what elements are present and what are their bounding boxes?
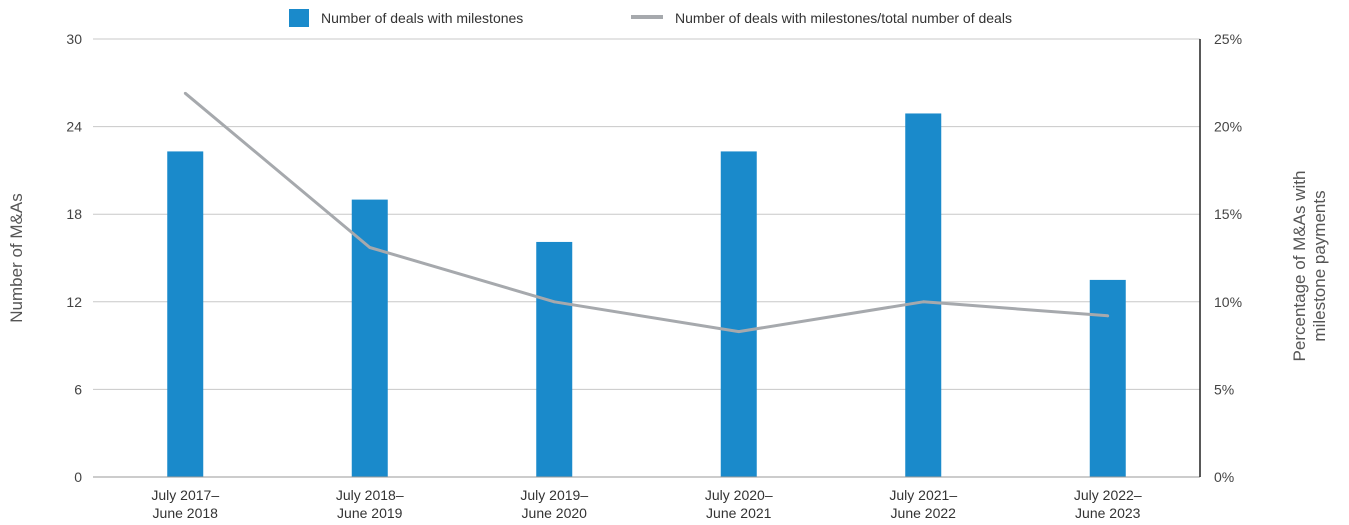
legend-swatch-bar xyxy=(289,9,309,27)
y-tick-label: 12 xyxy=(66,294,82,310)
bar xyxy=(167,151,204,478)
line-point xyxy=(183,91,187,95)
line-point xyxy=(368,246,372,249)
line-point xyxy=(737,330,741,333)
y-right-tick-label: 25% xyxy=(1214,31,1242,47)
y-tick-label: 30 xyxy=(66,31,82,47)
legend-swatch-line xyxy=(631,15,663,19)
bar-series xyxy=(167,113,1126,478)
legend-label: Number of deals with milestones xyxy=(321,10,523,26)
y-tick-label: 6 xyxy=(74,381,82,397)
bar xyxy=(720,151,757,478)
legend: Number of deals with milestones Number of… xyxy=(289,9,1012,27)
bar xyxy=(351,199,388,477)
axis-titles: Number of M&As Percentage of M&As withmil… xyxy=(7,171,1329,362)
y-right-tick-label: 15% xyxy=(1214,206,1242,222)
left-axis-ticks: 0 6 12 18 24 30 xyxy=(66,31,82,485)
y-tick-label: 0 xyxy=(74,469,82,485)
y-right-tick-label: 10% xyxy=(1214,294,1242,310)
line-point xyxy=(552,300,556,304)
bar xyxy=(1089,279,1126,477)
axes xyxy=(93,39,1201,478)
y-tick-label: 18 xyxy=(66,206,82,222)
x-tick-label: July 2017– June 2018 xyxy=(151,487,219,521)
line-point xyxy=(921,300,925,304)
bar xyxy=(905,113,942,478)
legend-label: Number of deals with milestones/total nu… xyxy=(675,10,1012,26)
gridlines xyxy=(93,38,1200,390)
x-axis-category-labels: July 2017– June 2018 July 2018– June 2019 Ju… xyxy=(151,487,1141,521)
line-series xyxy=(183,91,1110,334)
x-tick-label: July 2018– June 2019 xyxy=(336,487,404,521)
line-point xyxy=(1106,314,1110,318)
x-tick-label: July 2019– June 2020 xyxy=(520,487,588,521)
y-right-axis-title: Percentage of M&As withmilestone payment… xyxy=(1290,171,1329,362)
x-tick-label: July 2021– June 2022 xyxy=(889,487,957,521)
series-line xyxy=(184,92,1108,334)
y-right-tick-label: 0% xyxy=(1214,469,1234,485)
right-axis-ticks: 0% 5% 10% 15% 20% 25% xyxy=(1214,31,1242,485)
y-tick-label: 24 xyxy=(66,119,82,135)
y-right-tick-label: 5% xyxy=(1214,381,1234,397)
bar xyxy=(536,241,573,477)
x-tick-label: July 2022– June 2023 xyxy=(1074,487,1142,521)
y-axis-title: Number of M&As xyxy=(7,193,26,322)
x-tick-label: July 2020– June 2021 xyxy=(705,487,773,521)
y-right-tick-label: 20% xyxy=(1214,119,1242,135)
